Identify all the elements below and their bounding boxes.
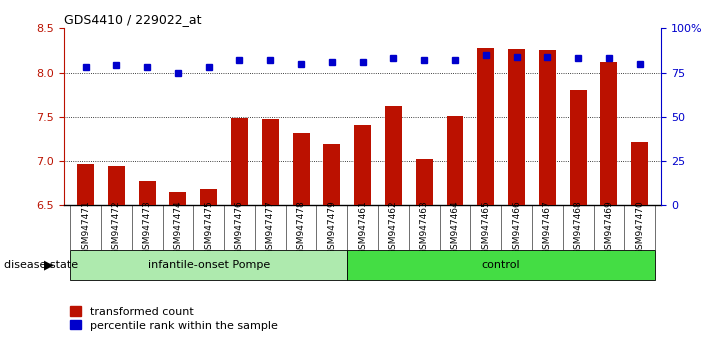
Bar: [600, 62, 617, 205]
Bar: [324, 144, 341, 205]
Bar: [416, 159, 433, 205]
Bar: [70, 250, 347, 280]
Text: GSM947471: GSM947471: [81, 200, 90, 255]
Text: GSM947476: GSM947476: [235, 200, 244, 255]
Text: GSM947467: GSM947467: [542, 200, 552, 255]
Bar: [262, 119, 279, 205]
Text: GDS4410 / 229022_at: GDS4410 / 229022_at: [64, 13, 201, 26]
Text: GSM947465: GSM947465: [481, 200, 491, 255]
Bar: [354, 125, 371, 205]
Text: GSM947464: GSM947464: [451, 200, 459, 255]
Bar: [108, 166, 125, 205]
Bar: [77, 164, 94, 205]
Text: GSM947462: GSM947462: [389, 200, 398, 255]
Text: GSM947469: GSM947469: [604, 200, 614, 255]
Bar: [539, 50, 556, 205]
Text: GSM947468: GSM947468: [574, 200, 582, 255]
Bar: [477, 48, 494, 205]
Text: GSM947472: GSM947472: [112, 200, 121, 255]
Bar: [447, 116, 464, 205]
Legend: transformed count, percentile rank within the sample: transformed count, percentile rank withi…: [70, 307, 277, 331]
Text: control: control: [482, 259, 520, 270]
Text: GSM947474: GSM947474: [173, 200, 183, 255]
Bar: [631, 143, 648, 205]
Text: GSM947461: GSM947461: [358, 200, 367, 255]
Bar: [169, 192, 186, 205]
Text: GSM947466: GSM947466: [512, 200, 521, 255]
Bar: [347, 250, 655, 280]
Text: GSM947477: GSM947477: [266, 200, 274, 255]
Text: GSM947463: GSM947463: [419, 200, 429, 255]
Bar: [139, 182, 156, 205]
Text: GSM947473: GSM947473: [143, 200, 151, 255]
Text: GSM947470: GSM947470: [635, 200, 644, 255]
Bar: [508, 49, 525, 205]
Bar: [570, 90, 587, 205]
Text: GSM947475: GSM947475: [204, 200, 213, 255]
Bar: [231, 118, 248, 205]
Bar: [292, 133, 309, 205]
Bar: [201, 188, 217, 205]
Text: GSM947478: GSM947478: [296, 200, 306, 255]
Bar: [385, 106, 402, 205]
Text: GSM947479: GSM947479: [327, 200, 336, 255]
Text: disease state: disease state: [4, 259, 77, 270]
Text: infantile-onset Pompe: infantile-onset Pompe: [148, 259, 269, 270]
Text: ▶: ▶: [43, 258, 53, 271]
